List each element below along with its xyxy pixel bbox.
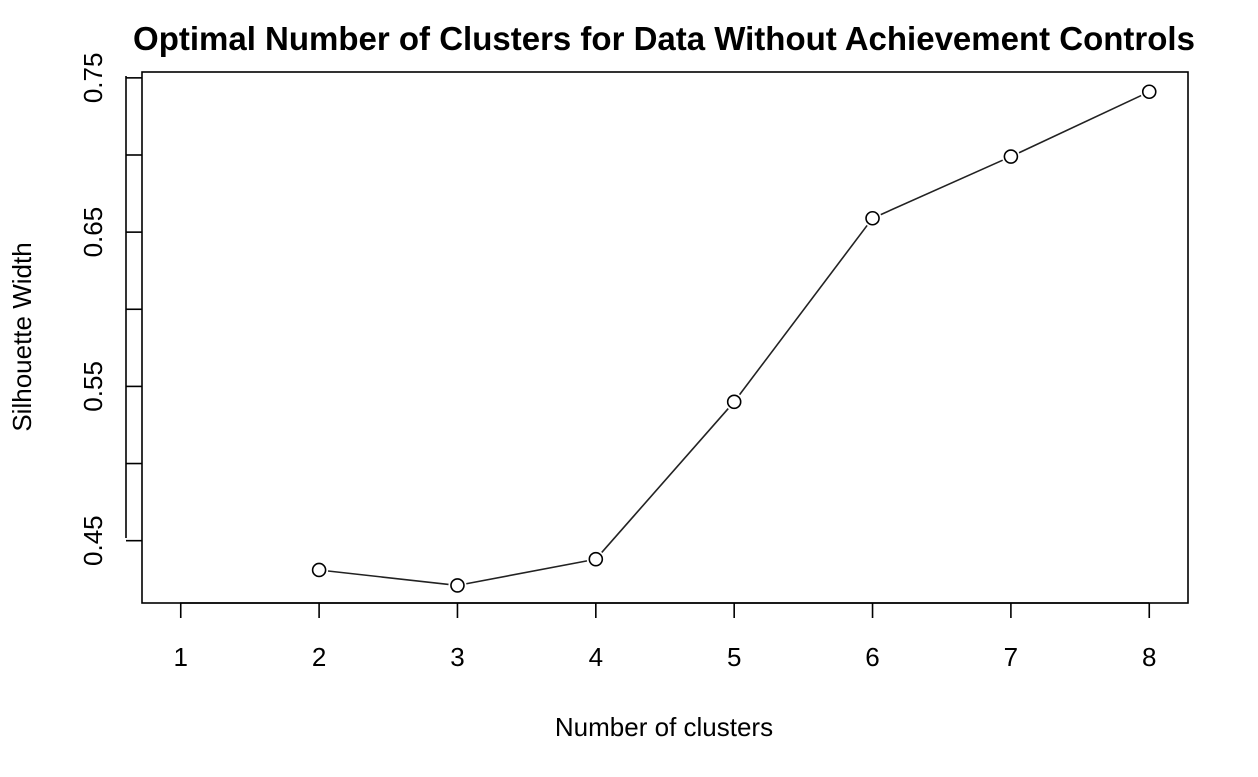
y-tick-label-0.75: 0.75 (78, 53, 108, 104)
series-segment-0-3 (738, 224, 868, 396)
x-tick-label-1: 1 (174, 642, 188, 672)
data-point-k4 (588, 551, 604, 567)
x-tick-label-2: 2 (312, 642, 326, 672)
data-point-k8 (1141, 84, 1157, 100)
x-tick-label-6: 6 (865, 642, 879, 672)
series-segment-0-4 (880, 159, 1004, 216)
data-point-k6 (865, 210, 880, 226)
data-point-k7 (1003, 149, 1019, 164)
y-tick-label-0.45: 0.45 (78, 515, 108, 566)
y-axis: 0.45 0.55 0.65 0.75 (78, 53, 142, 566)
chart-title: Optimal Number of Clusters for Data With… (133, 20, 1195, 57)
data-point-k3 (450, 578, 465, 593)
x-axis-label: Number of clusters (555, 712, 773, 742)
data-point-k2 (311, 562, 327, 578)
x-axis: 1 2 3 4 5 6 7 8 (174, 602, 1156, 672)
y-tick-label-0.55: 0.55 (78, 361, 108, 412)
x-tick-label-8: 8 (1142, 642, 1156, 672)
points-group (311, 84, 1157, 593)
series-segment-0-5 (1018, 94, 1142, 154)
y-tick-label-0.65: 0.65 (78, 207, 108, 258)
x-tick-label-5: 5 (727, 642, 741, 672)
series-group (327, 94, 1142, 586)
series-segment-0-2 (601, 408, 729, 553)
x-tick-label-3: 3 (450, 642, 464, 672)
y-axis-label: Silhouette Width (7, 242, 37, 431)
series-segment-0-0 (327, 570, 449, 586)
plot-area-frame (141, 71, 1189, 604)
x-tick-label-4: 4 (589, 642, 603, 672)
series-segment-0-1 (466, 560, 588, 585)
x-tick-label-7: 7 (1004, 642, 1018, 672)
data-point-k5 (726, 394, 742, 410)
